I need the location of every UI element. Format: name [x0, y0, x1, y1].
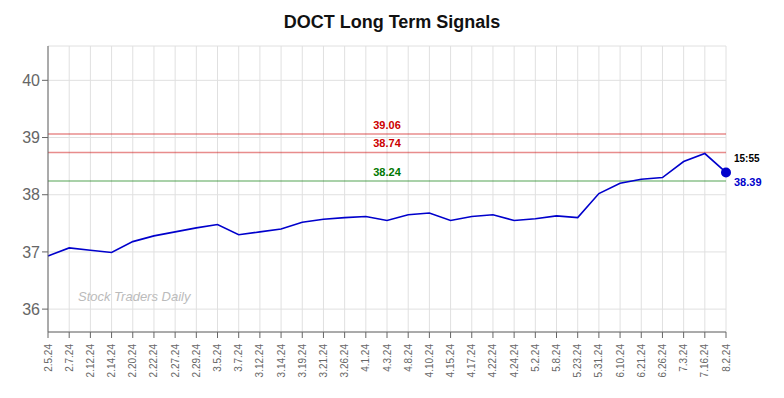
svg-text:5.8.24: 5.8.24 [551, 344, 562, 372]
svg-text:5.2.24: 5.2.24 [530, 344, 541, 372]
html-text:Stock Traders Daily: Stock Traders Daily [78, 289, 191, 304]
svg-text:2.12.24: 2.12.24 [85, 344, 96, 378]
svg-text:38.24: 38.24 [373, 166, 401, 178]
html-text:DOCT Long Term Signals: DOCT Long Term Signals [283, 12, 501, 32]
svg-text:37: 37 [22, 244, 40, 261]
svg-text:3.21.24: 3.21.24 [318, 344, 329, 378]
svg-text:4.8.24: 4.8.24 [403, 344, 414, 372]
svg-text:2.29.24: 2.29.24 [191, 344, 202, 378]
svg-text:38: 38 [22, 186, 40, 203]
svg-text:38.74: 38.74 [373, 137, 401, 149]
svg-text:7.16.24: 7.16.24 [699, 344, 710, 378]
svg-text:40: 40 [22, 72, 40, 89]
svg-text:4.17.24: 4.17.24 [466, 344, 477, 378]
svg-text:38.39: 38.39 [734, 176, 762, 188]
svg-text:7.3.24: 7.3.24 [678, 344, 689, 372]
svg-text:6.10.24: 6.10.24 [615, 344, 626, 378]
svg-text:5.23.24: 5.23.24 [572, 344, 583, 378]
svg-text:39: 39 [22, 129, 40, 146]
svg-text:4.1.24: 4.1.24 [360, 344, 371, 372]
svg-text:2.14.24: 2.14.24 [106, 344, 117, 378]
svg-text:39.06: 39.06 [373, 119, 401, 131]
svg-text:3.5.24: 3.5.24 [212, 344, 223, 372]
svg-text:2.22.24: 2.22.24 [148, 344, 159, 378]
svg-text:3.19.24: 3.19.24 [297, 344, 308, 378]
svg-text:4.15.24: 4.15.24 [445, 344, 456, 378]
svg-text:4.22.24: 4.22.24 [487, 344, 498, 378]
svg-text:15:55: 15:55 [734, 153, 760, 164]
svg-text:2.5.24: 2.5.24 [43, 344, 54, 372]
svg-text:3.12.24: 3.12.24 [254, 344, 265, 378]
svg-text:5.31.24: 5.31.24 [593, 344, 604, 378]
svg-text:8.2.24: 8.2.24 [721, 344, 732, 372]
svg-text:3.26.24: 3.26.24 [339, 344, 350, 378]
svg-text:2.27.24: 2.27.24 [170, 344, 181, 378]
svg-text:36: 36 [22, 301, 40, 318]
svg-text:2.20.24: 2.20.24 [127, 344, 138, 378]
svg-text:6.21.24: 6.21.24 [636, 344, 647, 378]
svg-text:4.3.24: 4.3.24 [382, 344, 393, 372]
svg-text:3.7.24: 3.7.24 [233, 344, 244, 372]
svg-text:4.24.24: 4.24.24 [509, 344, 520, 378]
svg-text:4.10.24: 4.10.24 [424, 344, 435, 378]
svg-text:6.26.24: 6.26.24 [657, 344, 668, 378]
svg-text:2.7.24: 2.7.24 [64, 344, 75, 372]
svg-text:3.14.24: 3.14.24 [276, 344, 287, 378]
